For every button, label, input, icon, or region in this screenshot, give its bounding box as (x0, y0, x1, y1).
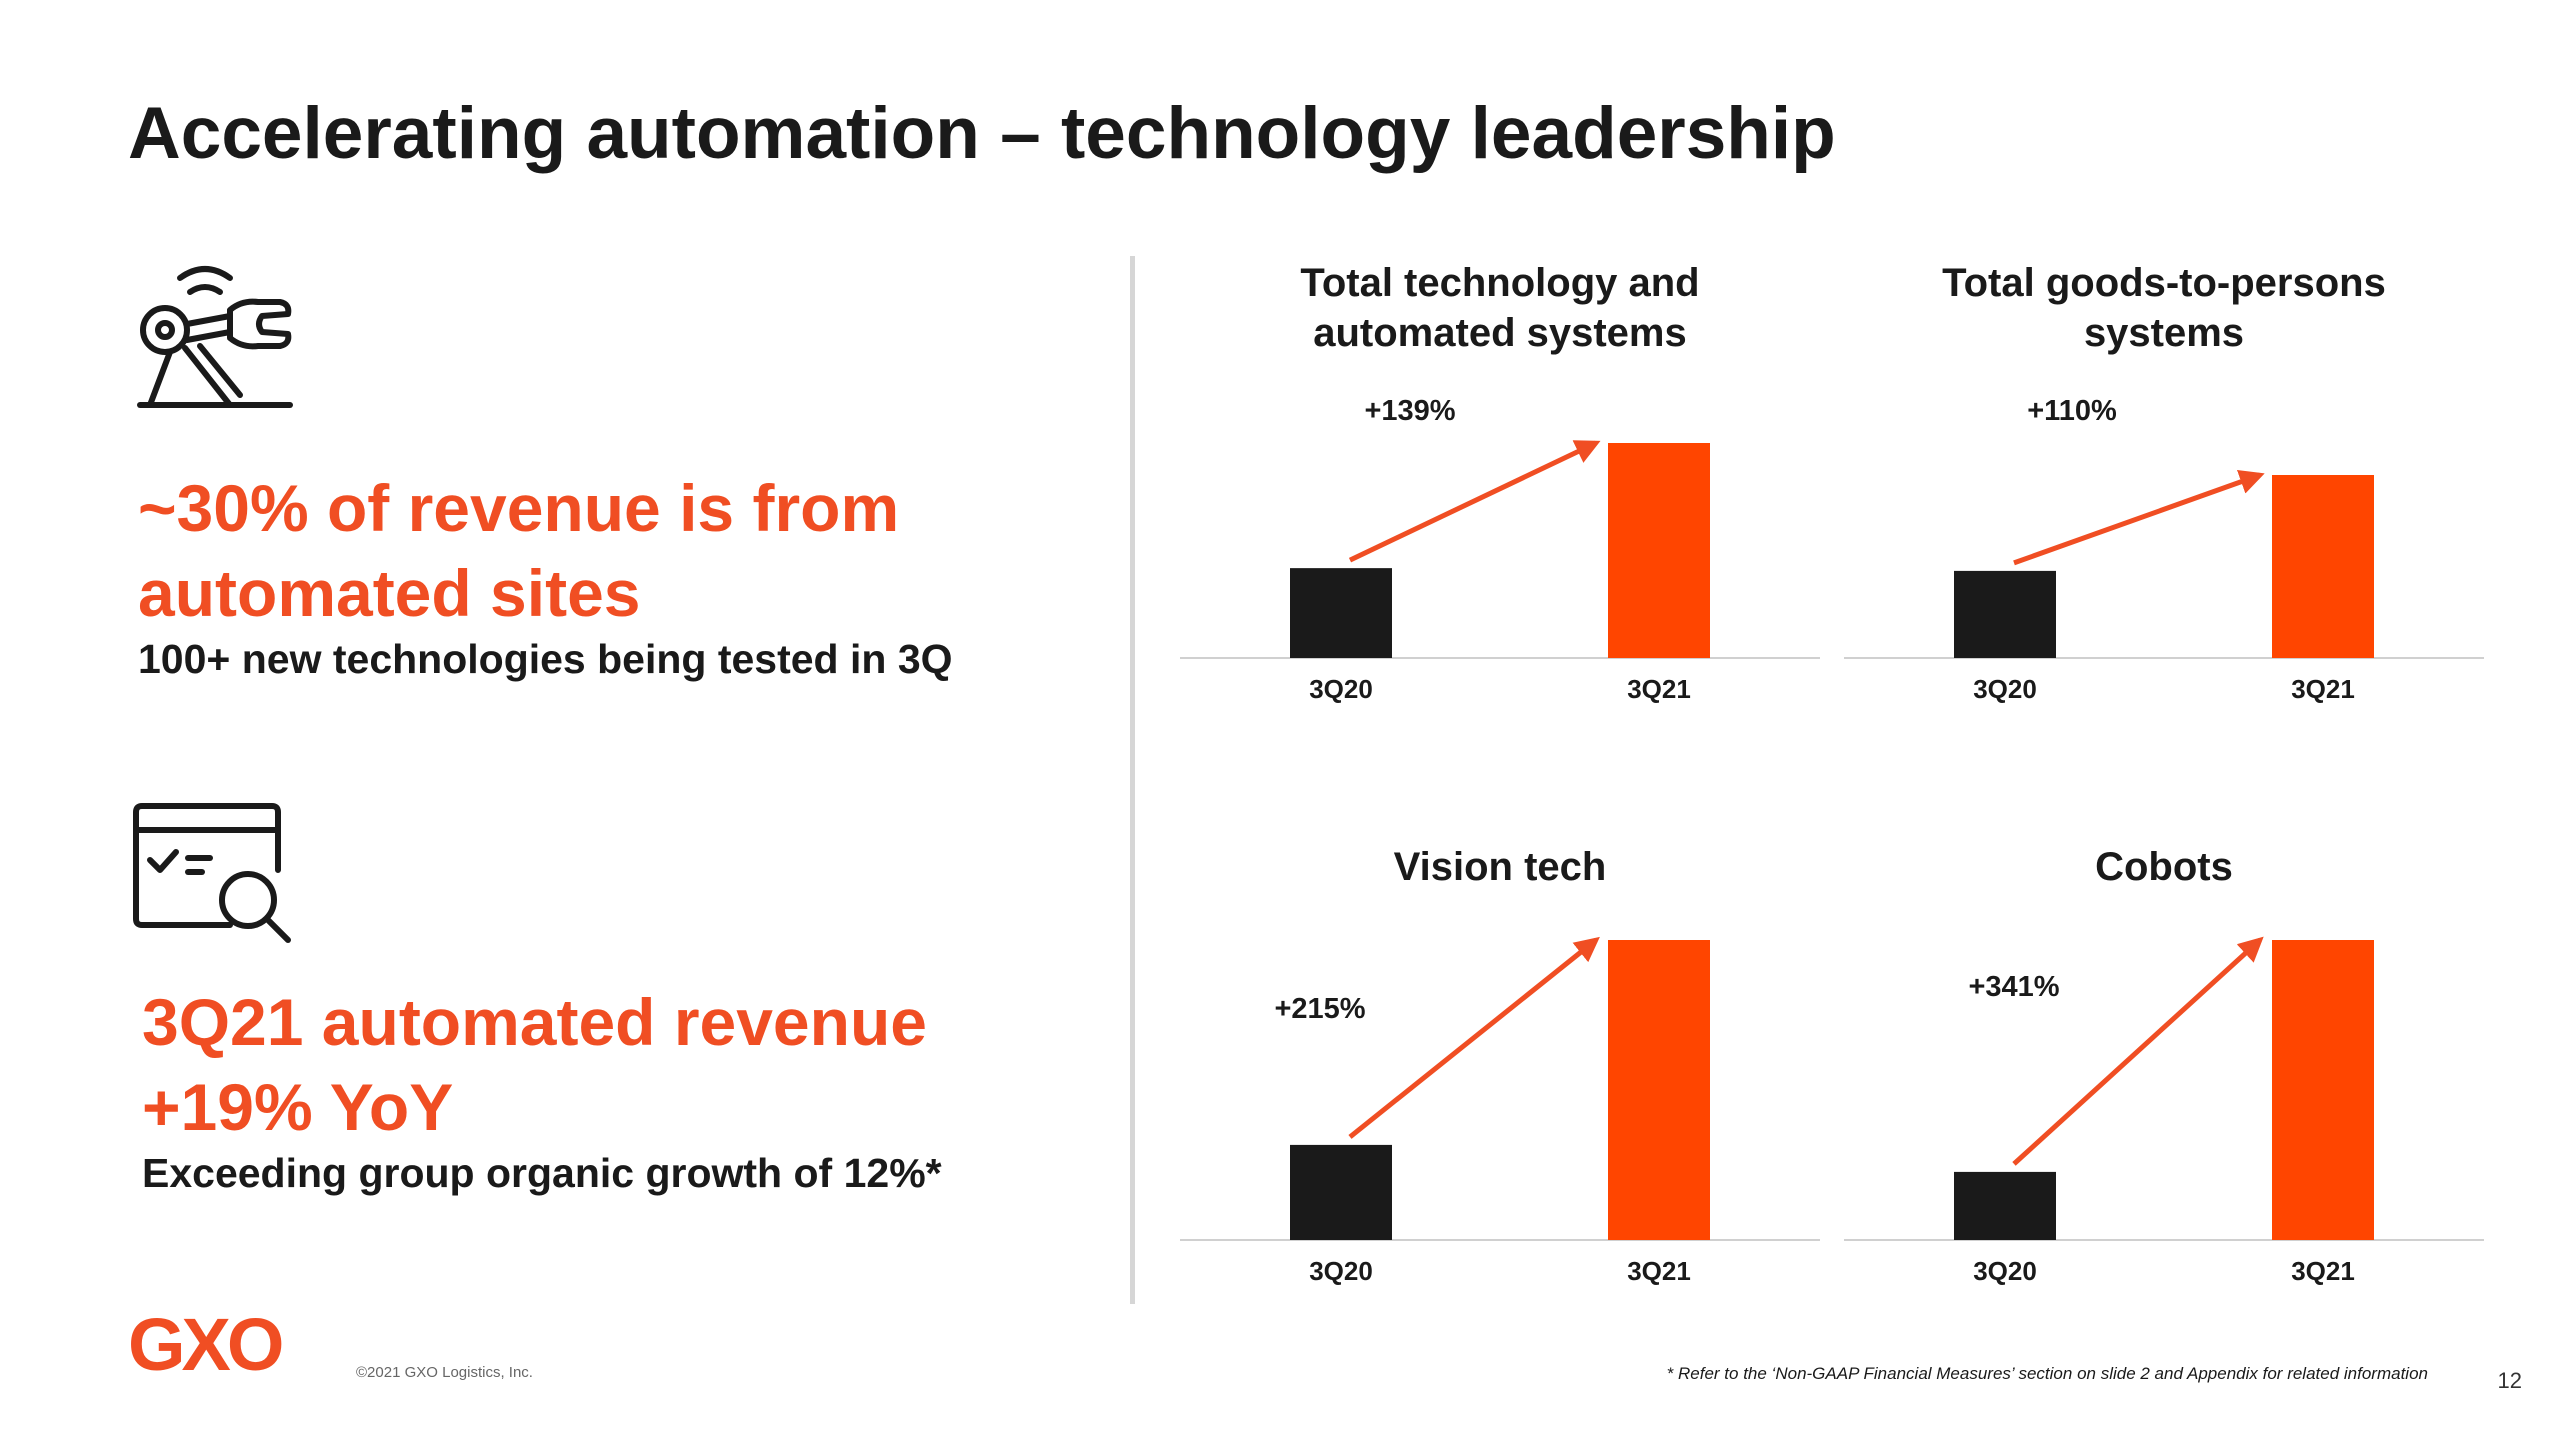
bar-3q21 (2272, 475, 2374, 658)
gxo-logo-text: GXO (128, 1310, 282, 1380)
chart-title-line: Total technology and (1300, 261, 1700, 305)
growth-label: +110% (2027, 395, 2117, 427)
headline-line: +19% YoY (142, 1070, 454, 1144)
bar-3q20 (1954, 570, 2056, 658)
chart-title-line: automated systems (1313, 311, 1687, 355)
x-tick-label: 3Q20 (1309, 674, 1373, 704)
copyright: ©2021 GXO Logistics, Inc. (356, 1364, 533, 1381)
growth-label: +341% (1968, 971, 2059, 1003)
bar-3q20 (1954, 1171, 2056, 1240)
growth-arrow (2012, 936, 2264, 1166)
chart-title-line: Vision tech (1393, 845, 1607, 889)
bar-3q21 (1608, 443, 1710, 658)
x-tick-label: 3Q21 (1627, 1256, 1691, 1286)
screen-checklist-magnifier-icon (130, 800, 300, 945)
slide-title: Accelerating automation – technology lea… (128, 93, 1836, 174)
x-tick-label: 3Q20 (1309, 1256, 1373, 1286)
x-tick-label: 3Q20 (1973, 1256, 2037, 1286)
robotic-arm-icon (130, 250, 300, 415)
chart-plot: 3Q20 3Q21 +110% (1844, 395, 2484, 704)
bar-3q20 (1290, 1144, 1392, 1240)
chart-total-technology: Total technology and automated systems 3… (1180, 258, 1820, 718)
chart-title: Total technology and automated systems (1180, 258, 1820, 358)
x-tick-label: 3Q21 (2291, 674, 2355, 704)
page-number: 12 (2497, 1368, 2522, 1393)
automated-revenue-headline: 3Q21 automated revenue +19% YoY (142, 980, 927, 1150)
bar-3q20 (1290, 568, 1392, 658)
x-tick-label: 3Q20 (1973, 674, 2037, 704)
headline-line: 3Q21 automated revenue (142, 985, 927, 1059)
chart-plot: 3Q20 3Q21 +139% (1180, 395, 1820, 704)
chart-plot: 3Q20 3Q21 +341% (1844, 936, 2484, 1286)
chart-title-line: systems (2083, 311, 2245, 355)
gxo-logo: GXO (128, 1303, 308, 1386)
chart-goods-to-persons: Total goods-to-persons systems 3Q20 3Q21 +… (1844, 258, 2484, 718)
chart-title: Cobots (1844, 842, 2484, 892)
chart-title: Total goods-to-persons systems (1844, 258, 2484, 358)
growth-arrow (2013, 469, 2265, 566)
headline-line: ~30% of revenue is from (138, 471, 900, 545)
bar-3q21 (2272, 940, 2374, 1240)
footnote: * Refer to the ‘Non-GAAP Financial Measu… (1666, 1364, 2428, 1383)
x-tick-label: 3Q21 (1627, 674, 1691, 704)
chart-title: Vision tech (1180, 842, 1820, 892)
growth-label: +215% (1274, 993, 1365, 1025)
growth-label: +139% (1364, 395, 1455, 427)
growth-arrow (1348, 440, 1601, 563)
new-technologies-subtext: 100+ new technologies being tested in 3Q (138, 636, 953, 682)
revenue-automated-headline: ~30% of revenue is from automated sites (138, 466, 899, 636)
chart-title-line: Total goods-to-persons (1942, 261, 2386, 305)
bar-3q21 (1608, 940, 1710, 1240)
growth-arrow (1348, 936, 1600, 1139)
chart-cobots: Cobots 3Q20 3Q21 +341% (1844, 842, 2484, 1302)
chart-plot: 3Q20 3Q21 +215% (1180, 936, 1820, 1286)
chart-title-line: Cobots (2095, 845, 2233, 889)
organic-growth-subtext: Exceeding group organic growth of 12%* (142, 1150, 942, 1196)
vertical-divider (1130, 256, 1135, 1304)
headline-line: automated sites (138, 556, 641, 630)
x-tick-label: 3Q21 (2291, 1256, 2355, 1286)
chart-vision-tech: Vision tech 3Q20 3Q21 +215% (1180, 842, 1820, 1302)
